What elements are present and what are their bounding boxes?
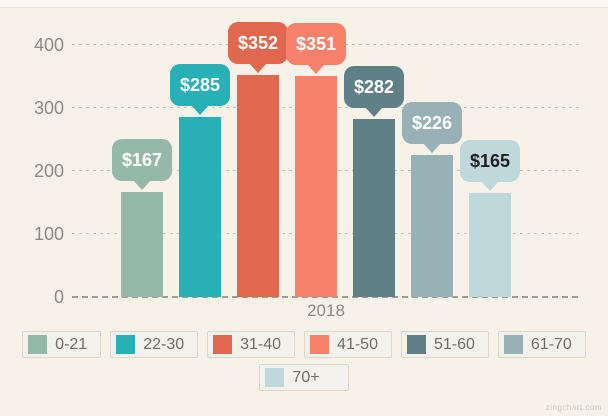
bubble-tail <box>307 64 325 74</box>
legend-label: 61-70 <box>530 335 572 353</box>
legend-swatch-70+ <box>265 368 285 387</box>
watermark: zingchart.com <box>545 403 602 412</box>
value-label: $282 <box>353 77 395 97</box>
legend-row-1: 0-21 22-30 31-40 41-50 51-60 61-70 <box>0 331 608 358</box>
bubble-tail <box>133 180 151 190</box>
legend-row-2: 70+ <box>0 364 608 391</box>
legend-swatch-61-70 <box>503 335 523 354</box>
bar-31-40[interactable] <box>237 75 279 297</box>
bar-51-60[interactable] <box>353 119 395 297</box>
bubble-tail <box>249 63 267 73</box>
bubble-tail <box>481 181 499 191</box>
y-tick-label-200: 200 <box>33 161 64 181</box>
legend-item-0-21[interactable]: 0-21 <box>22 331 102 358</box>
value-label: $351 <box>295 34 337 54</box>
value-bubble-22-30: $285 <box>170 64 230 115</box>
value-label: $285 <box>179 75 221 95</box>
value-label: $167 <box>121 150 163 170</box>
legend-label: 22-30 <box>143 335 185 353</box>
legend-item-70+[interactable]: 70+ <box>259 364 349 391</box>
value-bubble-31-40: $352 <box>228 22 288 73</box>
legend-item-61-70[interactable]: 61-70 <box>497 331 586 358</box>
bubble-tail <box>365 107 383 117</box>
value-bubble-51-60: $282 <box>344 66 404 117</box>
legend-label: 41-50 <box>337 335 378 353</box>
window-top-edge <box>0 0 608 8</box>
value-label: $352 <box>237 33 279 53</box>
y-tick-label-400: 400 <box>33 35 64 55</box>
value-bubble-41-50: $351 <box>286 23 346 74</box>
legend-item-41-50[interactable]: 41-50 <box>304 331 392 358</box>
legend-label: 51-60 <box>433 335 475 353</box>
bar-0-21[interactable] <box>121 192 163 297</box>
legend-swatch-22-30 <box>116 335 136 354</box>
y-tick-label-100: 100 <box>33 224 64 244</box>
bar-70+[interactable] <box>469 193 511 297</box>
legend-item-51-60[interactable]: 51-60 <box>400 331 489 358</box>
legend-label: 0-21 <box>55 335 88 353</box>
value-bubble-61-70: $226 <box>402 102 462 153</box>
value-label: $165 <box>469 151 511 171</box>
bubble-tail <box>423 143 441 153</box>
legend-swatch-51-60 <box>406 335 426 354</box>
y-tick-label-300: 300 <box>33 98 64 118</box>
value-bubble-70+: $165 <box>460 140 520 191</box>
bar-22-30[interactable] <box>179 117 221 297</box>
value-bubble-0-21: $167 <box>112 139 172 190</box>
legend-swatch-31-40 <box>213 335 233 354</box>
legend-item-22-30[interactable]: 22-30 <box>110 331 199 358</box>
legend-label: 31-40 <box>240 335 282 353</box>
bubble-tail <box>191 105 209 115</box>
x-axis-label: 2018 <box>307 301 345 320</box>
baseline-gridline <box>72 296 580 298</box>
value-label: $226 <box>411 113 453 133</box>
legend-label: 70+ <box>292 368 320 386</box>
bar-41-50[interactable] <box>295 76 337 297</box>
bar-61-70[interactable] <box>411 155 453 297</box>
legend-item-31-40[interactable]: 31-40 <box>207 331 296 358</box>
legend-swatch-0-21 <box>28 335 48 354</box>
y-tick-label-0: 0 <box>53 287 64 307</box>
legend-swatch-41-50 <box>310 335 330 354</box>
